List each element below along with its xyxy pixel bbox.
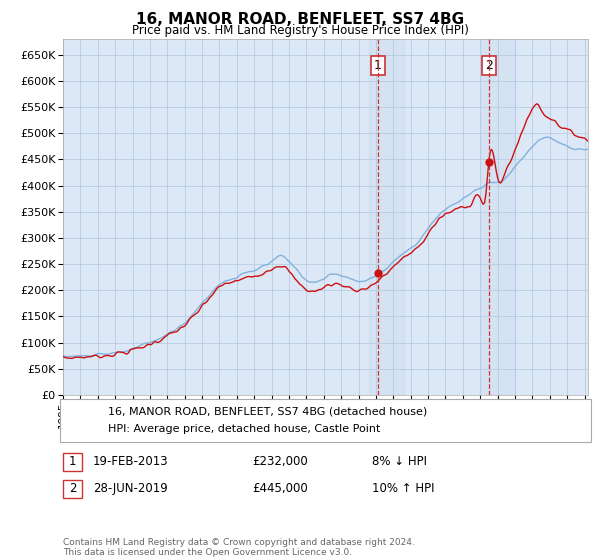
- Text: 16, MANOR ROAD, BENFLEET, SS7 4BG: 16, MANOR ROAD, BENFLEET, SS7 4BG: [136, 12, 464, 27]
- Text: 16, MANOR ROAD, BENFLEET, SS7 4BG (detached house): 16, MANOR ROAD, BENFLEET, SS7 4BG (detac…: [108, 406, 427, 416]
- Text: Contains HM Land Registry data © Crown copyright and database right 2024.
This d: Contains HM Land Registry data © Crown c…: [63, 538, 415, 557]
- Bar: [370, 39, 404, 395]
- Text: 1: 1: [374, 59, 382, 72]
- Text: HPI: Average price, detached house, Castle Point: HPI: Average price, detached house, Cast…: [108, 424, 380, 434]
- Text: Price paid vs. HM Land Registry's House Price Index (HPI): Price paid vs. HM Land Registry's House …: [131, 24, 469, 36]
- Text: 8% ↓ HPI: 8% ↓ HPI: [372, 455, 427, 468]
- Text: £445,000: £445,000: [252, 482, 308, 495]
- Text: £232,000: £232,000: [252, 455, 308, 468]
- Bar: [480, 39, 515, 395]
- Text: 28-JUN-2019: 28-JUN-2019: [93, 482, 168, 495]
- Text: 10% ↑ HPI: 10% ↑ HPI: [372, 482, 434, 495]
- Text: 2: 2: [485, 59, 493, 72]
- Text: 19-FEB-2013: 19-FEB-2013: [93, 455, 169, 468]
- Text: 1: 1: [69, 455, 76, 468]
- Text: 2: 2: [69, 482, 76, 495]
